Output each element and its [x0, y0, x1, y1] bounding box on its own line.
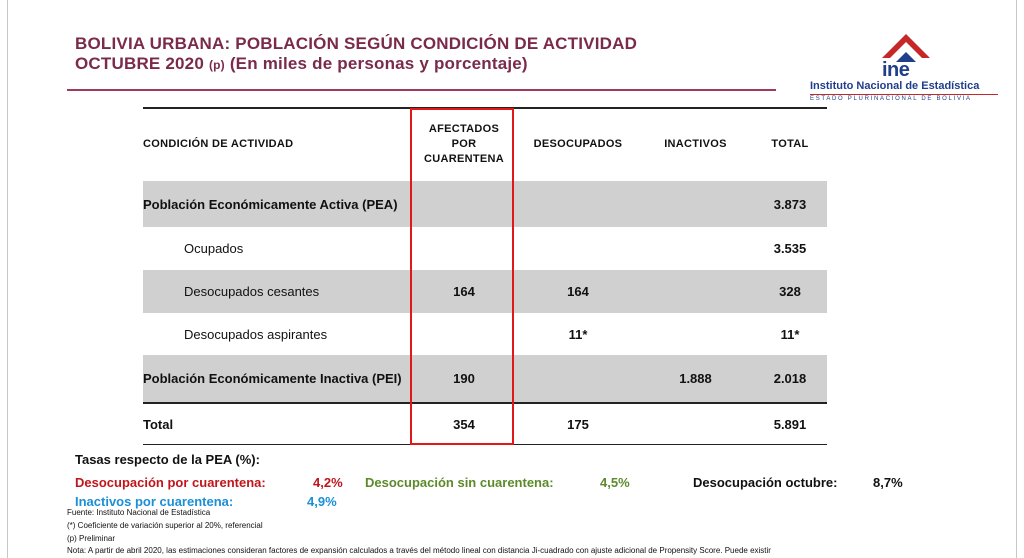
cell-afectados: 354	[453, 416, 475, 432]
cell-inactivos	[638, 227, 753, 270]
row-label: Desocupados cesantes	[184, 284, 320, 299]
table-row-total: Total 354 175 5.891	[143, 404, 827, 444]
cell-afectados: 190	[453, 371, 475, 386]
footnote-note: Nota: A partir de abril 2020, las estima…	[67, 546, 771, 555]
logo-institution-name: Instituto Nacional de Estadística	[810, 80, 980, 92]
header-afectados: AFECTADOS POR CUARENTENA	[410, 110, 518, 178]
cell-total: 3.535	[773, 241, 807, 256]
header-total: TOTAL	[771, 138, 809, 150]
rate-inactivos-label: Inactivos por cuarentena:	[75, 494, 234, 509]
table-row: Ocupados 3.535	[143, 227, 827, 270]
logo-subtitle: ESTADO PLURINACIONAL DE BOLIVIA	[810, 96, 972, 102]
rate-desocupacion-octubre-value: 8,7%	[873, 475, 903, 490]
table-row: Población Económicamente Activa (PEA) 3.…	[143, 181, 827, 227]
logo-divider	[810, 94, 998, 95]
cell-total: 3.873	[773, 196, 807, 212]
header-afectados-line-2: POR	[451, 137, 477, 150]
cell-inactivos	[638, 404, 753, 444]
title-line-2: OCTUBRE 2020 (p) (En miles de personas y…	[75, 54, 637, 75]
page-title: BOLIVIA URBANA: POBLACIÓN SEGÚN CONDICIÓ…	[75, 34, 637, 75]
header-desocupados: DESOCUPADOS	[533, 138, 623, 150]
logo-wordmark: ine	[882, 59, 910, 81]
slide-edge-left	[7, 0, 8, 558]
cell-inactivos: 1.888	[679, 371, 712, 386]
roof-icon	[882, 34, 930, 62]
cell-desocupados: 164	[567, 284, 589, 299]
cell-afectados: 164	[453, 284, 475, 299]
title-date: OCTUBRE 2020	[75, 54, 204, 73]
table-header: CONDICIÓN DE ACTIVIDAD AFECTADOS POR CUA…	[143, 110, 827, 178]
rate-desocupacion-octubre-label: Desocupación octubre:	[693, 475, 838, 490]
cell-inactivos	[638, 313, 753, 355]
ine-logo: ine Instituto Nacional de Estadística ES…	[806, 26, 1002, 106]
row-label: Total	[143, 416, 174, 432]
rate-desocupacion-cuarentena-value: 4,2%	[313, 475, 343, 490]
row-label: Población Económicamente Activa (PEA)	[143, 196, 398, 212]
table-row: Población Económicamente Inactiva (PEI) …	[143, 355, 827, 402]
cell-inactivos	[638, 270, 753, 313]
row-label: Desocupados aspirantes	[184, 326, 328, 342]
cell-inactivos	[638, 181, 753, 227]
rate-inactivos-value: 4,9%	[307, 494, 337, 509]
rates-title: Tasas respecto de la PEA (%):	[75, 452, 260, 467]
table-row: Desocupados aspirantes 11* 11*	[143, 313, 827, 355]
cell-total: 5.891	[773, 416, 807, 432]
title-line-1: BOLIVIA URBANA: POBLACIÓN SEGÚN CONDICIÓ…	[75, 34, 638, 53]
afectados-highlight-box	[410, 108, 514, 445]
header-condicion: CONDICIÓN DE ACTIVIDAD	[143, 138, 294, 150]
table-total-rule	[143, 402, 827, 404]
rate-desocupacion-sin-value: 4,5%	[600, 475, 630, 490]
cell-desocupados: 11*	[568, 326, 588, 342]
row-label: Población Económicamente Inactiva (PEI)	[143, 371, 402, 386]
header-afectados-line-1: AFECTADOS	[428, 122, 500, 135]
footnote-source: Fuente: Instituto Nacional de Estadístic…	[67, 508, 211, 517]
title-preliminary-mark: (p)	[208, 58, 225, 72]
cell-desocupados	[518, 227, 638, 270]
cell-desocupados	[518, 355, 638, 402]
cell-total: 11*	[780, 326, 800, 342]
cell-total: 2.018	[773, 371, 807, 386]
cell-total: 328	[779, 284, 801, 299]
table-row: Desocupados cesantes 164 164 328	[143, 270, 827, 313]
row-label: Ocupados	[184, 241, 244, 256]
cell-desocupados: 175	[567, 416, 589, 432]
footnote-preliminary: (p) Preliminar	[67, 534, 116, 543]
title-divider	[67, 89, 776, 91]
header-afectados-line-3: CUARENTENA	[424, 152, 504, 165]
title-units: (En miles de personas y porcentaje)	[229, 54, 528, 73]
rate-desocupacion-sin-label: Desocupación sin cuarentena:	[365, 475, 554, 490]
footnote-cv: (*) Coeficiente de variación superior al…	[67, 521, 263, 530]
slide-edge-right	[1016, 0, 1017, 558]
cell-desocupados	[518, 181, 638, 227]
header-inactivos: INACTIVOS	[664, 138, 727, 150]
rate-desocupacion-cuarentena-label: Desocupación por cuarentena:	[75, 475, 266, 490]
